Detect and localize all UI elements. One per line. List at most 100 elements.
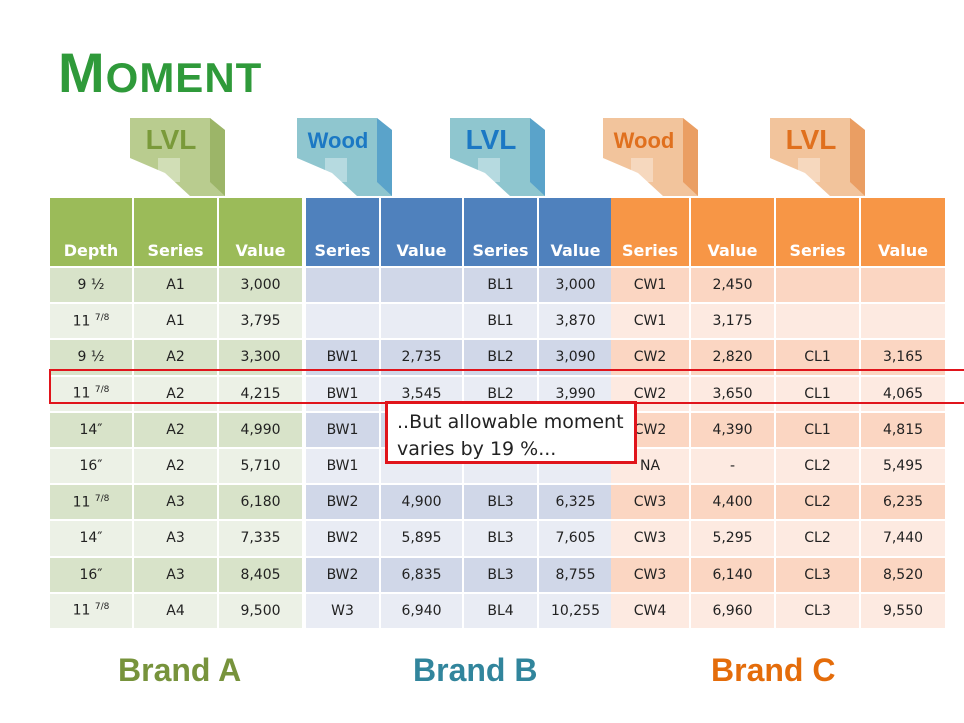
table-cell: CL1 [775, 374, 861, 412]
column-header: Value [538, 198, 612, 267]
table-cell: BW2 [306, 483, 381, 521]
table-cell: 6,180 [218, 483, 302, 521]
column-header: Series [306, 198, 381, 267]
table-cell: A2 [133, 410, 219, 448]
table-cell: A1 [133, 265, 219, 304]
table-row: CW3 5,295 CL2 7,440 [611, 519, 945, 557]
table-cell: 14″ [50, 519, 134, 557]
table-cell: A3 [133, 519, 219, 557]
table-row: W3 6,940 BL4 10,255 [306, 591, 612, 628]
table-cell: CW4 [611, 591, 691, 628]
table-cell: 8,405 [218, 555, 302, 593]
table-cell: 4,990 [218, 410, 302, 448]
table-cell: 6,325 [538, 483, 612, 521]
table-cell: 10,255 [538, 591, 612, 628]
beam-label: LVL [145, 124, 197, 155]
column-header: Value [860, 198, 945, 267]
table-row: BW2 4,900 BL3 6,325 [306, 483, 612, 521]
table-row: BW2 6,835 BL3 8,755 [306, 555, 612, 593]
table-cell: 5,895 [380, 519, 464, 557]
table-cell: CW1 [611, 265, 691, 304]
column-header: Series [133, 198, 219, 267]
table-cell [380, 302, 464, 340]
table-cell: CW3 [611, 483, 691, 521]
table-cell: A4 [133, 591, 219, 628]
table-cell: 8,755 [538, 555, 612, 593]
table-row: BL1 3,000 [306, 265, 612, 304]
brand-b-table: Series Value Series Value BL1 3,000 BL1 3,870 BW… [306, 198, 612, 628]
table-cell: 7,440 [860, 519, 945, 557]
column-header: Series [463, 198, 539, 267]
table-row: 11 7/8 A4 9,500 [50, 591, 302, 628]
table-row: CW3 4,400 CL2 6,235 [611, 483, 945, 521]
table-cell: 14″ [50, 410, 134, 448]
callout-box: ..But allowable moment varies by 19 %... [385, 401, 637, 464]
table-cell: BL3 [463, 519, 539, 557]
table-cell: BW1 [306, 374, 381, 412]
table-cell: 3,650 [690, 374, 776, 412]
table-cell: 4,815 [860, 410, 945, 448]
beam-icon: Wood [297, 118, 397, 196]
table-row: CW4 6,960 CL3 9,550 [611, 591, 945, 628]
table-cell: CL1 [775, 410, 861, 448]
table-row: CW3 6,140 CL3 8,520 [611, 555, 945, 593]
table-row: CW1 3,175 [611, 302, 945, 340]
table-cell: 9,550 [860, 591, 945, 628]
table-cell: CL3 [775, 591, 861, 628]
table-cell: 7,605 [538, 519, 612, 557]
table-row: 9 ½ A1 3,000 [50, 265, 302, 304]
table-cell [306, 265, 381, 304]
table-cell: 6,835 [380, 555, 464, 593]
beam-label: LVL [785, 124, 837, 155]
table-cell [775, 265, 861, 304]
table-cell: CW1 [611, 302, 691, 340]
table-cell: 4,065 [860, 374, 945, 412]
table-cell: 7,335 [218, 519, 302, 557]
table-cell: 9 ½ [50, 265, 134, 304]
table-cell: 5,295 [690, 519, 776, 557]
table-cell: 2,450 [690, 265, 776, 304]
callout-line-2: varies by 19 %... [397, 438, 557, 460]
table-cell: CW3 [611, 519, 691, 557]
table-cell [860, 265, 945, 304]
table-cell: 8,520 [860, 555, 945, 593]
table-cell: 9,500 [218, 591, 302, 628]
table-row: 14″ A3 7,335 [50, 519, 302, 557]
table-cell: W3 [306, 591, 381, 628]
table-cell: A3 [133, 483, 219, 521]
table-row: CW2 4,390 CL1 4,815 [611, 410, 945, 448]
table-row: BW2 5,895 BL3 7,605 [306, 519, 612, 557]
beam-label: LVL [465, 124, 517, 155]
table-row: 11 7/8 A1 3,795 [50, 302, 302, 340]
table-cell: A3 [133, 555, 219, 593]
table-cell: 6,235 [860, 483, 945, 521]
table-cell: A2 [133, 374, 219, 412]
table-cell: 6,140 [690, 555, 776, 593]
table-cell: 11 7/8 [50, 591, 134, 628]
table-row: NA - CL2 5,495 [611, 446, 945, 485]
table-row: 14″ A2 4,990 [50, 410, 302, 448]
table-cell: 3,175 [690, 302, 776, 340]
table-cell: CW3 [611, 555, 691, 593]
table-cell: A2 [133, 446, 219, 485]
title-rest: OMENT [105, 54, 263, 101]
table-cell: A1 [133, 302, 219, 340]
table-cell: 5,495 [860, 446, 945, 485]
table-cell: CL2 [775, 483, 861, 521]
table-cell: CL2 [775, 446, 861, 485]
brand-c-table: Series Value Series Value CW1 2,450 CW1 3,175 CW… [611, 198, 945, 628]
callout-line-1: ..But allowable moment [397, 411, 624, 433]
table-row: 11 7/8 A2 4,215 [50, 374, 302, 412]
table-cell [860, 302, 945, 340]
table-row: 16″ A3 8,405 [50, 555, 302, 593]
table-cell: BW2 [306, 519, 381, 557]
table-cell: CL2 [775, 519, 861, 557]
brand-a-label: Brand A [118, 652, 242, 688]
table-cell: - [690, 446, 776, 485]
beam-icon: LVL [450, 118, 550, 196]
brand-b-label: Brand B [413, 652, 538, 688]
table-cell: 4,400 [690, 483, 776, 521]
table-cell: BL1 [463, 265, 539, 304]
slide-title: MOMENT [58, 40, 262, 105]
table-cell [306, 302, 381, 340]
